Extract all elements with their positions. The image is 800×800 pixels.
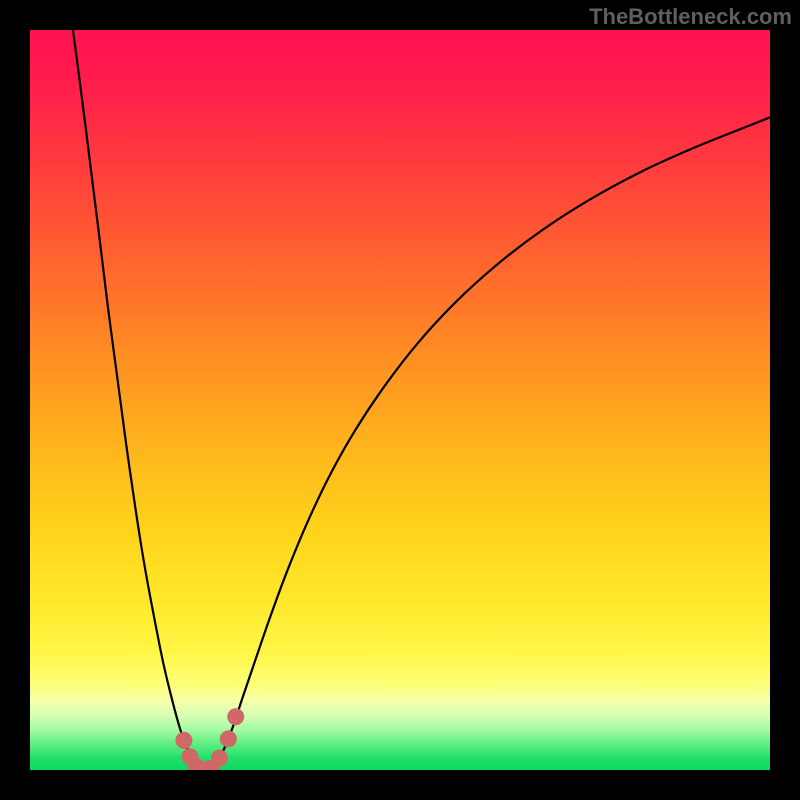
curve-marker (175, 732, 192, 749)
watermark-text: TheBottleneck.com (589, 4, 792, 30)
chart-background-gradient (30, 30, 770, 770)
bottleneck-chart-svg (0, 0, 800, 800)
curve-marker (220, 730, 237, 747)
chart-container: TheBottleneck.com (0, 0, 800, 800)
curve-marker (227, 708, 244, 725)
curve-marker (211, 750, 228, 767)
